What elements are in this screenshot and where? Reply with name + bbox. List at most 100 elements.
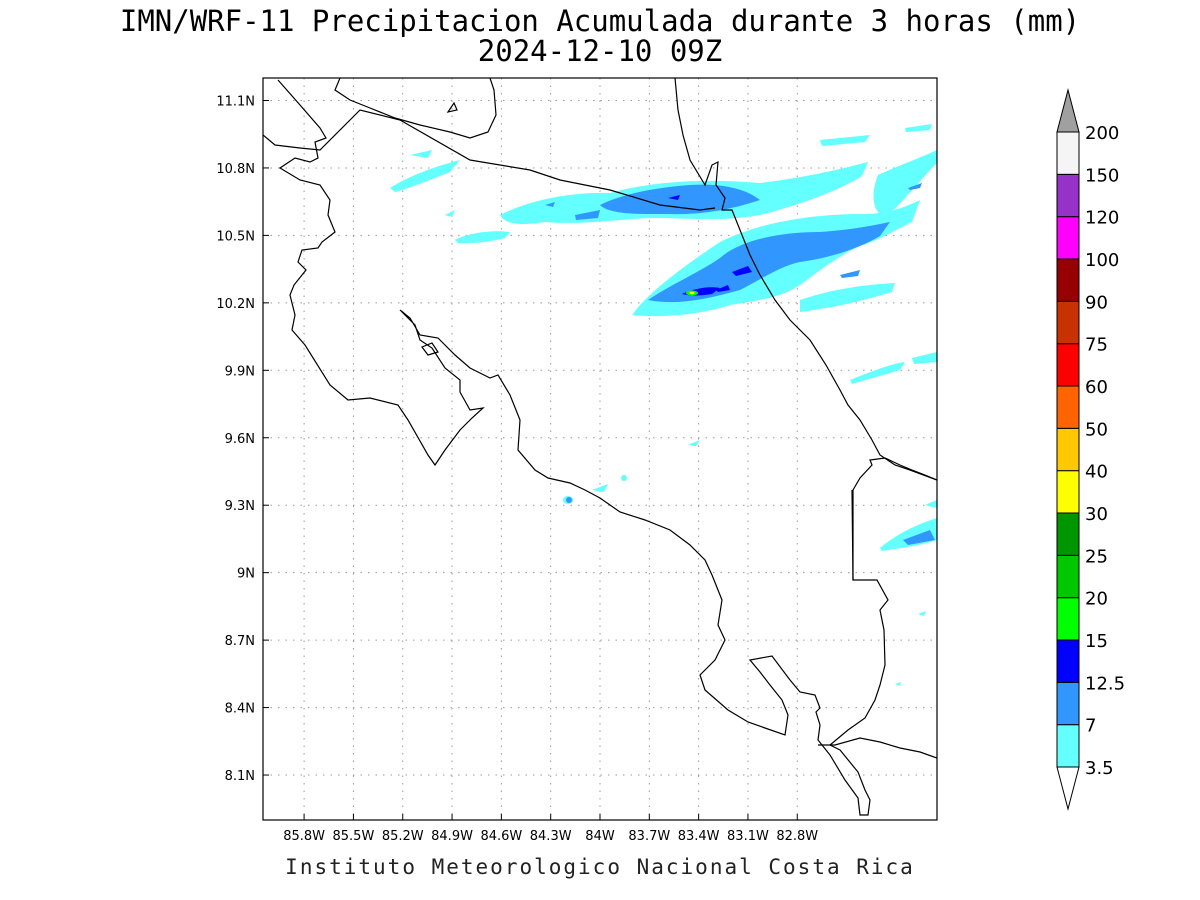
- caribbean-coast: [674, 78, 937, 481]
- precip-cell-topright: [905, 124, 932, 132]
- map-title: IMN/WRF-11 Precipitacion Acumulada duran…: [119, 4, 1081, 38]
- lon-label-0: 85.8W: [283, 829, 325, 844]
- lon-label-8: 83.4W: [678, 829, 720, 844]
- island-chira: [421, 342, 439, 356]
- colorbar-swatch-9: [1056, 343, 1080, 387]
- precip-core-north2: [575, 210, 600, 220]
- colorbar-label-5: 25: [1085, 546, 1108, 567]
- precip-heavy-2: [732, 266, 752, 276]
- lat-label-0: 11.1N: [216, 94, 255, 109]
- colorbar-label-2: 12.5: [1085, 673, 1125, 694]
- colorbar-swatch-14: [1056, 131, 1080, 175]
- panama-coast: [818, 737, 937, 759]
- colorbar-swatch-2: [1056, 639, 1080, 683]
- longitude-ticks: 85.8W 85.5W 85.2W 84.9W 84.6W 84.3W 84W 83.7W 83…: [283, 814, 818, 844]
- lon-label-6: 84W: [585, 829, 615, 844]
- colorbar-label-11: 90: [1085, 292, 1108, 313]
- precip-core-north: [600, 184, 760, 215]
- colorbar-swatch-12: [1056, 216, 1080, 260]
- precip-peak-center: [689, 291, 695, 295]
- lat-label-7: 9N: [237, 567, 255, 582]
- precip-cell-caribbean: [850, 362, 905, 384]
- lon-label-9: 83.1W: [727, 829, 769, 844]
- lon-label-3: 84.9W: [431, 829, 473, 844]
- lat-label-6: 9.3N: [225, 499, 255, 514]
- colorbar-swatch-1: [1056, 681, 1080, 726]
- colorbar-swatch-8: [1056, 385, 1080, 429]
- colorbar-label-15: 200: [1085, 123, 1119, 144]
- precip-small-4: [895, 682, 901, 686]
- precip-cell-northeast: [873, 150, 937, 218]
- lat-label-1: 10.8N: [216, 162, 255, 177]
- colorbar-label-4: 20: [1085, 589, 1108, 610]
- precip-small-5: [445, 210, 455, 217]
- lake-nicaragua-shore: [334, 78, 497, 139]
- colorbar-label-9: 60: [1085, 377, 1108, 398]
- lat-label-3: 10.2N: [216, 297, 255, 312]
- precip-cell-east: [800, 283, 895, 312]
- island-lake: [446, 101, 458, 113]
- lat-label-4: 9.9N: [225, 364, 255, 379]
- precip-core-east: [903, 530, 935, 545]
- precip-field: [390, 124, 937, 686]
- precip-small-2: [592, 484, 608, 492]
- precip-small-1: [688, 440, 700, 446]
- precip-small-nw: [410, 150, 432, 158]
- panama-border: [851, 489, 854, 581]
- colorbar-swatch-4: [1056, 554, 1080, 599]
- lon-label-5: 84.3W: [530, 829, 572, 844]
- precip-small-6: [925, 500, 937, 508]
- lon-label-10: 82.8W: [776, 829, 818, 844]
- colorbar-label-0: 3.5: [1085, 758, 1114, 779]
- colorbar-label-7: 40: [1085, 462, 1108, 483]
- lat-label-8: 8.7N: [225, 634, 255, 649]
- precip-heavy-3: [716, 285, 730, 292]
- lat-label-10: 8.1N: [225, 769, 255, 784]
- colorbar-label-13: 120: [1085, 208, 1119, 229]
- lon-label-7: 83.7W: [628, 829, 670, 844]
- lon-label-2: 85.2W: [382, 829, 424, 844]
- colorbar-swatch-0: [1056, 724, 1080, 768]
- colorbar-label-12: 100: [1085, 250, 1119, 271]
- colorbar-label-8: 50: [1085, 419, 1108, 440]
- lat-label-9: 8.4N: [225, 702, 255, 717]
- precip-cell-west: [455, 231, 510, 244]
- coastlines: [263, 78, 937, 816]
- colorbar-label-14: 150: [1085, 165, 1119, 186]
- colorbar-swatch-5: [1056, 512, 1080, 556]
- colorbar-label-3: 15: [1085, 631, 1108, 652]
- colorbar-label-6: 30: [1085, 504, 1108, 525]
- colorbar-swatch-7: [1056, 427, 1080, 472]
- lat-label-5: 9.6N: [225, 432, 255, 447]
- precip-cell-upper: [820, 135, 870, 146]
- lat-label-2: 10.5N: [216, 229, 255, 244]
- precip-core-ne: [908, 183, 922, 190]
- precip-small-8: [621, 475, 627, 481]
- colorbar-swatch-11: [1056, 258, 1080, 302]
- colorbar-swatch-10: [1056, 300, 1080, 345]
- colorbar-swatch-6: [1056, 470, 1080, 514]
- precip-band-nw: [390, 160, 460, 192]
- lon-label-1: 85.5W: [333, 829, 375, 844]
- precip-small-3: [918, 611, 926, 616]
- colorbar-swatch-3: [1056, 597, 1080, 641]
- precip-core-central: [648, 222, 890, 303]
- pacific-coast: [277, 79, 937, 816]
- colorbar-under-arrow: [1056, 766, 1080, 811]
- precip-core-dot: [566, 497, 572, 503]
- colorbar-swatch-13: [1056, 173, 1080, 218]
- border-nicaragua: [263, 109, 716, 211]
- footer-credit: Instituto Meteorologico Nacional Costa R…: [285, 855, 915, 879]
- precip-cell-southeast: [880, 518, 937, 551]
- colorbar-over-arrow: [1056, 88, 1080, 133]
- precip-cell-caribbean2: [912, 352, 937, 364]
- precip-heavy-4: [668, 195, 680, 200]
- colorbar-label-10: 75: [1085, 335, 1108, 356]
- lon-label-4: 84.6W: [480, 829, 522, 844]
- colorbar: 3.5 7 12.5 15 20 25 30 40 50 60 75 90 100 120 150 200: [1056, 88, 1125, 811]
- map-date: 2024-12-10 09Z: [477, 34, 723, 68]
- precip-core-small: [545, 202, 555, 207]
- colorbar-label-1: 7: [1085, 716, 1096, 737]
- latitude-ticks: 11.1N 10.8N 10.5N 10.2N 9.9N 9.6N 9.3N 9N 8.7N 8.…: [216, 94, 269, 784]
